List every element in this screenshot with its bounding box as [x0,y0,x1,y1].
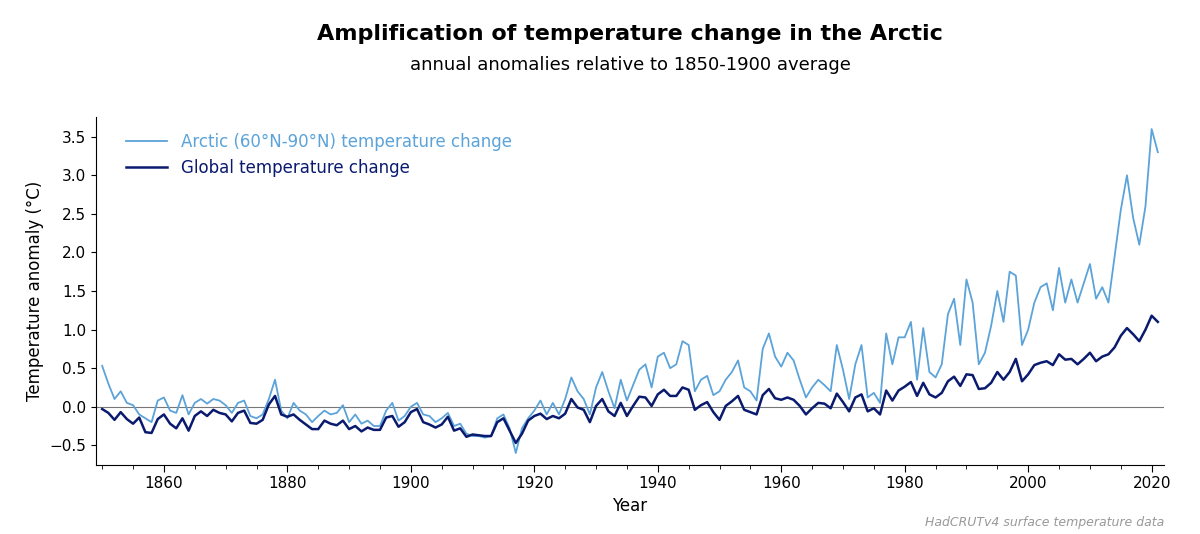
Y-axis label: Temperature anomaly (°C): Temperature anomaly (°C) [26,181,44,401]
Arctic (60°N-90°N) temperature change [175,392,190,398]
Global temperature change [434,421,449,428]
Global temperature change [1151,319,1165,325]
Global temperature change [509,440,523,446]
Global temperature change [662,392,677,399]
Arctic (60°N-90°N) temperature change [434,415,449,421]
Global temperature change [95,406,109,412]
Arctic (60°N-90°N) temperature change [509,450,523,456]
Line: Global temperature change: Global temperature change [102,316,1158,443]
Arctic (60°N-90°N) temperature change [95,363,109,369]
Arctic (60°N-90°N) temperature change [403,404,418,410]
Arctic (60°N-90°N) temperature change [1145,126,1159,132]
Global temperature change [403,409,418,415]
Legend: Arctic (60°N-90°N) temperature change, Global temperature change: Arctic (60°N-90°N) temperature change, G… [126,133,511,177]
Global temperature change [1145,312,1159,319]
X-axis label: Year: Year [612,497,648,515]
Text: annual anomalies relative to 1850-1900 average: annual anomalies relative to 1850-1900 a… [409,56,851,74]
Global temperature change [576,406,590,413]
Arctic (60°N-90°N) temperature change [662,365,677,371]
Arctic (60°N-90°N) temperature change [725,369,739,375]
Arctic (60°N-90°N) temperature change [1151,149,1165,155]
Arctic (60°N-90°N) temperature change [576,396,590,402]
Global temperature change [175,415,190,421]
Text: HadCRUTv4 surface temperature data: HadCRUTv4 surface temperature data [925,516,1164,529]
Line: Arctic (60°N-90°N) temperature change: Arctic (60°N-90°N) temperature change [102,129,1158,453]
Global temperature change [725,398,739,405]
Text: Amplification of temperature change in the Arctic: Amplification of temperature change in t… [317,24,943,44]
